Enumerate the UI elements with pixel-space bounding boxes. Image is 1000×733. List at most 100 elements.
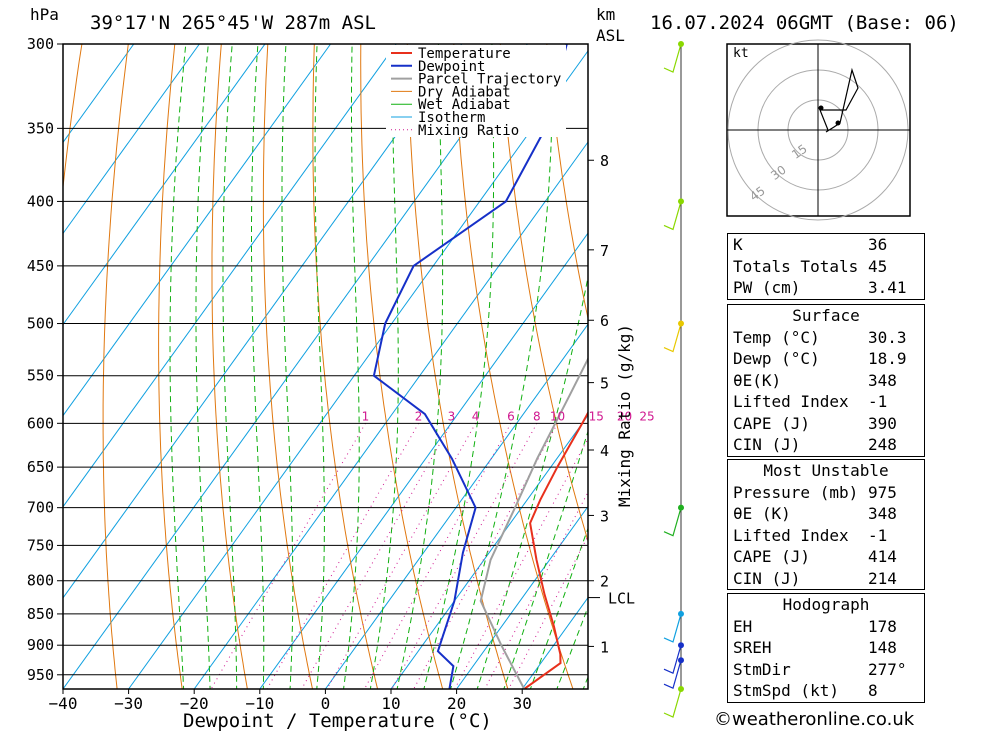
wind-barb bbox=[663, 660, 682, 690]
row-label: CAPE (J) bbox=[733, 547, 811, 566]
km-unit: km bbox=[596, 5, 615, 24]
dry-adiabat-line bbox=[965, 44, 1000, 692]
wet-adiabat-line bbox=[169, 44, 187, 689]
dry-adiabat-line bbox=[360, 44, 444, 689]
legend-entry: Dry Adiabat bbox=[418, 84, 511, 100]
pressure-tick-label: 600 bbox=[27, 414, 54, 432]
parcel-trajectory-line bbox=[479, 356, 588, 689]
wet-adiabat-line bbox=[195, 44, 211, 689]
table-row: Lifted Index -1 bbox=[728, 525, 924, 547]
hodograph-trace bbox=[819, 67, 859, 133]
table-row: PW (cm) 3.41 bbox=[728, 277, 924, 299]
table-row: Dewp (°C) 18.9 bbox=[728, 348, 924, 370]
row-value: 414 bbox=[868, 547, 897, 566]
table-row: Temp (°C) 30.3 bbox=[728, 327, 924, 349]
isotherm-line bbox=[259, 232, 588, 689]
indices-panel: K 36 Totals Totals 45 PW (cm) 3.41 bbox=[727, 233, 925, 300]
row-value: 348 bbox=[868, 370, 897, 390]
most-unstable-title: Most Unstable bbox=[763, 461, 889, 480]
row-label: StmDir bbox=[733, 659, 791, 679]
pressure-tick-label: 800 bbox=[27, 572, 54, 590]
legend-entry: Wet Adiabat bbox=[418, 97, 511, 113]
mixing-ratio-label: 10 bbox=[550, 409, 565, 423]
mixing-ratio-label: 8 bbox=[533, 409, 541, 423]
table-row: Pressure (mb) 975 bbox=[728, 482, 924, 504]
table-row: Lifted Index -1 bbox=[728, 391, 924, 413]
mixing-ratio-line bbox=[508, 534, 588, 689]
hodograph-panel: Hodograph EH 178 SREH 148 StmDir 277° StmSpd (… bbox=[727, 593, 925, 703]
lcl-label: LCL bbox=[608, 590, 635, 608]
temperature-tick-label: 30 bbox=[513, 694, 532, 713]
datetime-title: 16.07.2024 06GMT (Base: 06) bbox=[650, 12, 959, 34]
row-value: 3.41 bbox=[868, 278, 907, 297]
pressure-tick-label: 350 bbox=[27, 119, 54, 137]
mixing-ratio-line bbox=[484, 491, 588, 689]
row-value: 277° bbox=[868, 659, 907, 679]
pressure-tick-label: 850 bbox=[27, 605, 54, 623]
row-value: 8 bbox=[868, 681, 878, 700]
wet-adiabat-line bbox=[281, 44, 294, 689]
pressure-tick-label: 450 bbox=[27, 257, 54, 275]
table-row: StmDir 277° bbox=[728, 659, 924, 681]
mixing-ratio-label: 15 bbox=[589, 409, 604, 423]
temperature-tick-label: −20 bbox=[180, 694, 209, 713]
dry-adiabat-line bbox=[312, 44, 379, 689]
row-value: 975 bbox=[868, 482, 897, 502]
temperature-tick-label: −10 bbox=[245, 694, 274, 713]
pressure-tick-label: 900 bbox=[27, 636, 54, 654]
legend-entry: Parcel Trajectory bbox=[418, 72, 561, 88]
table-row: SREH 148 bbox=[728, 637, 924, 659]
wind-barb bbox=[663, 43, 682, 73]
isotherm-line bbox=[63, 44, 463, 599]
x-axis-label: Dewpoint / Temperature (°C) bbox=[183, 710, 492, 732]
mixing-ratio-label: 2 bbox=[415, 409, 423, 423]
wet-adiabat-line bbox=[251, 44, 265, 689]
dewpoint-line bbox=[372, 44, 568, 689]
isotherm-line bbox=[193, 141, 588, 689]
row-label: Dewp (°C) bbox=[733, 349, 820, 368]
wind-barb bbox=[663, 507, 682, 537]
legend-entry: Isotherm bbox=[418, 110, 485, 126]
mixing-ratio-label: 3 bbox=[448, 409, 456, 423]
row-label: K bbox=[733, 235, 743, 254]
height-tick-label: 6 bbox=[600, 312, 609, 330]
wet-adiabat-line bbox=[343, 44, 360, 689]
row-value: 18.9 bbox=[868, 349, 907, 368]
credit: ©weatheronline.co.uk bbox=[714, 709, 915, 730]
pressure-tick-label: 300 bbox=[27, 35, 54, 53]
row-label: θE (K) bbox=[733, 504, 791, 523]
mixing-ratio-label: 20 bbox=[617, 409, 632, 423]
table-row: CAPE (J) 414 bbox=[728, 546, 924, 568]
row-value: 148 bbox=[868, 638, 897, 657]
row-value: 45 bbox=[868, 256, 888, 276]
row-value: 178 bbox=[868, 616, 897, 636]
row-value: -1 bbox=[868, 525, 888, 545]
pressure-tick-label: 700 bbox=[27, 499, 54, 517]
row-label: Temp (°C) bbox=[733, 327, 820, 347]
wind-barb bbox=[663, 613, 682, 643]
row-label: Lifted Index bbox=[733, 525, 849, 545]
row-label: Totals Totals bbox=[733, 256, 859, 276]
mixing-ratio-line bbox=[301, 423, 452, 689]
table-row: Totals Totals 45 bbox=[728, 256, 924, 278]
hodograph-unit: kt bbox=[733, 46, 749, 61]
table-row: CAPE (J) 390 bbox=[728, 413, 924, 435]
mixing-ratio-axis-label: Mixing Ratio (g/kg) bbox=[615, 324, 634, 507]
table-row: EH 178 bbox=[728, 616, 924, 638]
dry-adiabat-line bbox=[546, 44, 588, 321]
row-label: Pressure (mb) bbox=[733, 482, 859, 502]
mixing-ratio-line bbox=[454, 437, 588, 689]
wind-barb bbox=[663, 201, 682, 231]
legend-entry: Temperature bbox=[418, 46, 511, 62]
table-row: θE (K) 348 bbox=[728, 503, 924, 525]
storm-motion-dot bbox=[835, 120, 841, 126]
wind-barb bbox=[663, 645, 682, 675]
wet-adiabat-line bbox=[222, 44, 238, 689]
row-label: CIN (J) bbox=[733, 568, 801, 588]
height-tick-label: 7 bbox=[600, 242, 609, 260]
height-tick-label: 4 bbox=[600, 442, 609, 460]
row-label: PW (cm) bbox=[733, 278, 801, 297]
wet-adiabat-line bbox=[556, 605, 588, 689]
